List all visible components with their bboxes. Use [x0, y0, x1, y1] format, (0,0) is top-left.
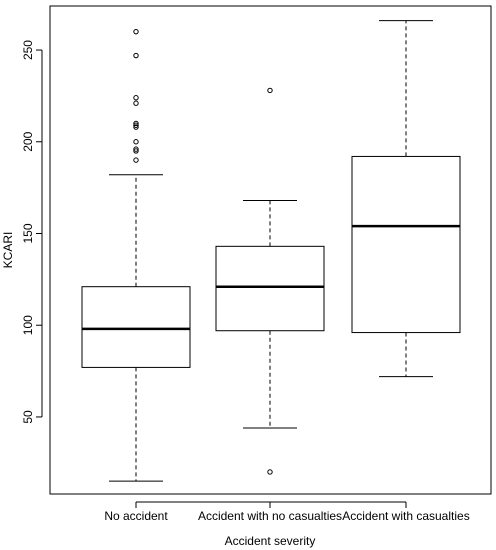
outlier-point: [133, 124, 139, 130]
y-axis: 50 100 150 200 250: [21, 40, 43, 424]
box-group: [351, 20, 461, 378]
y-tick-label: 100: [21, 315, 35, 335]
outlier-point: [133, 52, 139, 59]
outlier-point: [133, 95, 139, 101]
y-tick-label: 50: [21, 410, 35, 424]
outlier-point: [267, 87, 273, 94]
outlier-point: [267, 469, 273, 475]
box-group: [81, 28, 191, 482]
y-tick-label: 150: [21, 223, 35, 243]
outlier-point: [133, 100, 139, 106]
outlier-point: [133, 157, 139, 163]
box-group: [215, 87, 325, 475]
plot-frame: [49, 5, 492, 495]
x-tick-label: No accident: [104, 509, 168, 523]
outlier-point: [133, 120, 139, 127]
y-tick-label: 200: [21, 131, 35, 151]
iqr-box: [351, 155, 461, 334]
outlier-point: [133, 139, 139, 145]
x-axis-label: Accident severity: [225, 534, 316, 548]
boxes-layer: [81, 20, 461, 482]
y-axis-label: KCARI: [1, 232, 15, 269]
y-tick-label: 250: [21, 40, 35, 60]
outlier-point: [133, 28, 139, 35]
outlier-point: [133, 122, 139, 128]
x-axis: No accident Accident with no casualties Ac…: [104, 501, 470, 523]
x-tick-label: Accident with no casualties: [198, 509, 342, 523]
iqr-box: [81, 286, 191, 368]
outlier-point: [133, 148, 139, 154]
outlier-point: [133, 146, 139, 152]
x-tick-label: Accident with casualties: [342, 509, 469, 523]
iqr-box: [215, 245, 325, 332]
